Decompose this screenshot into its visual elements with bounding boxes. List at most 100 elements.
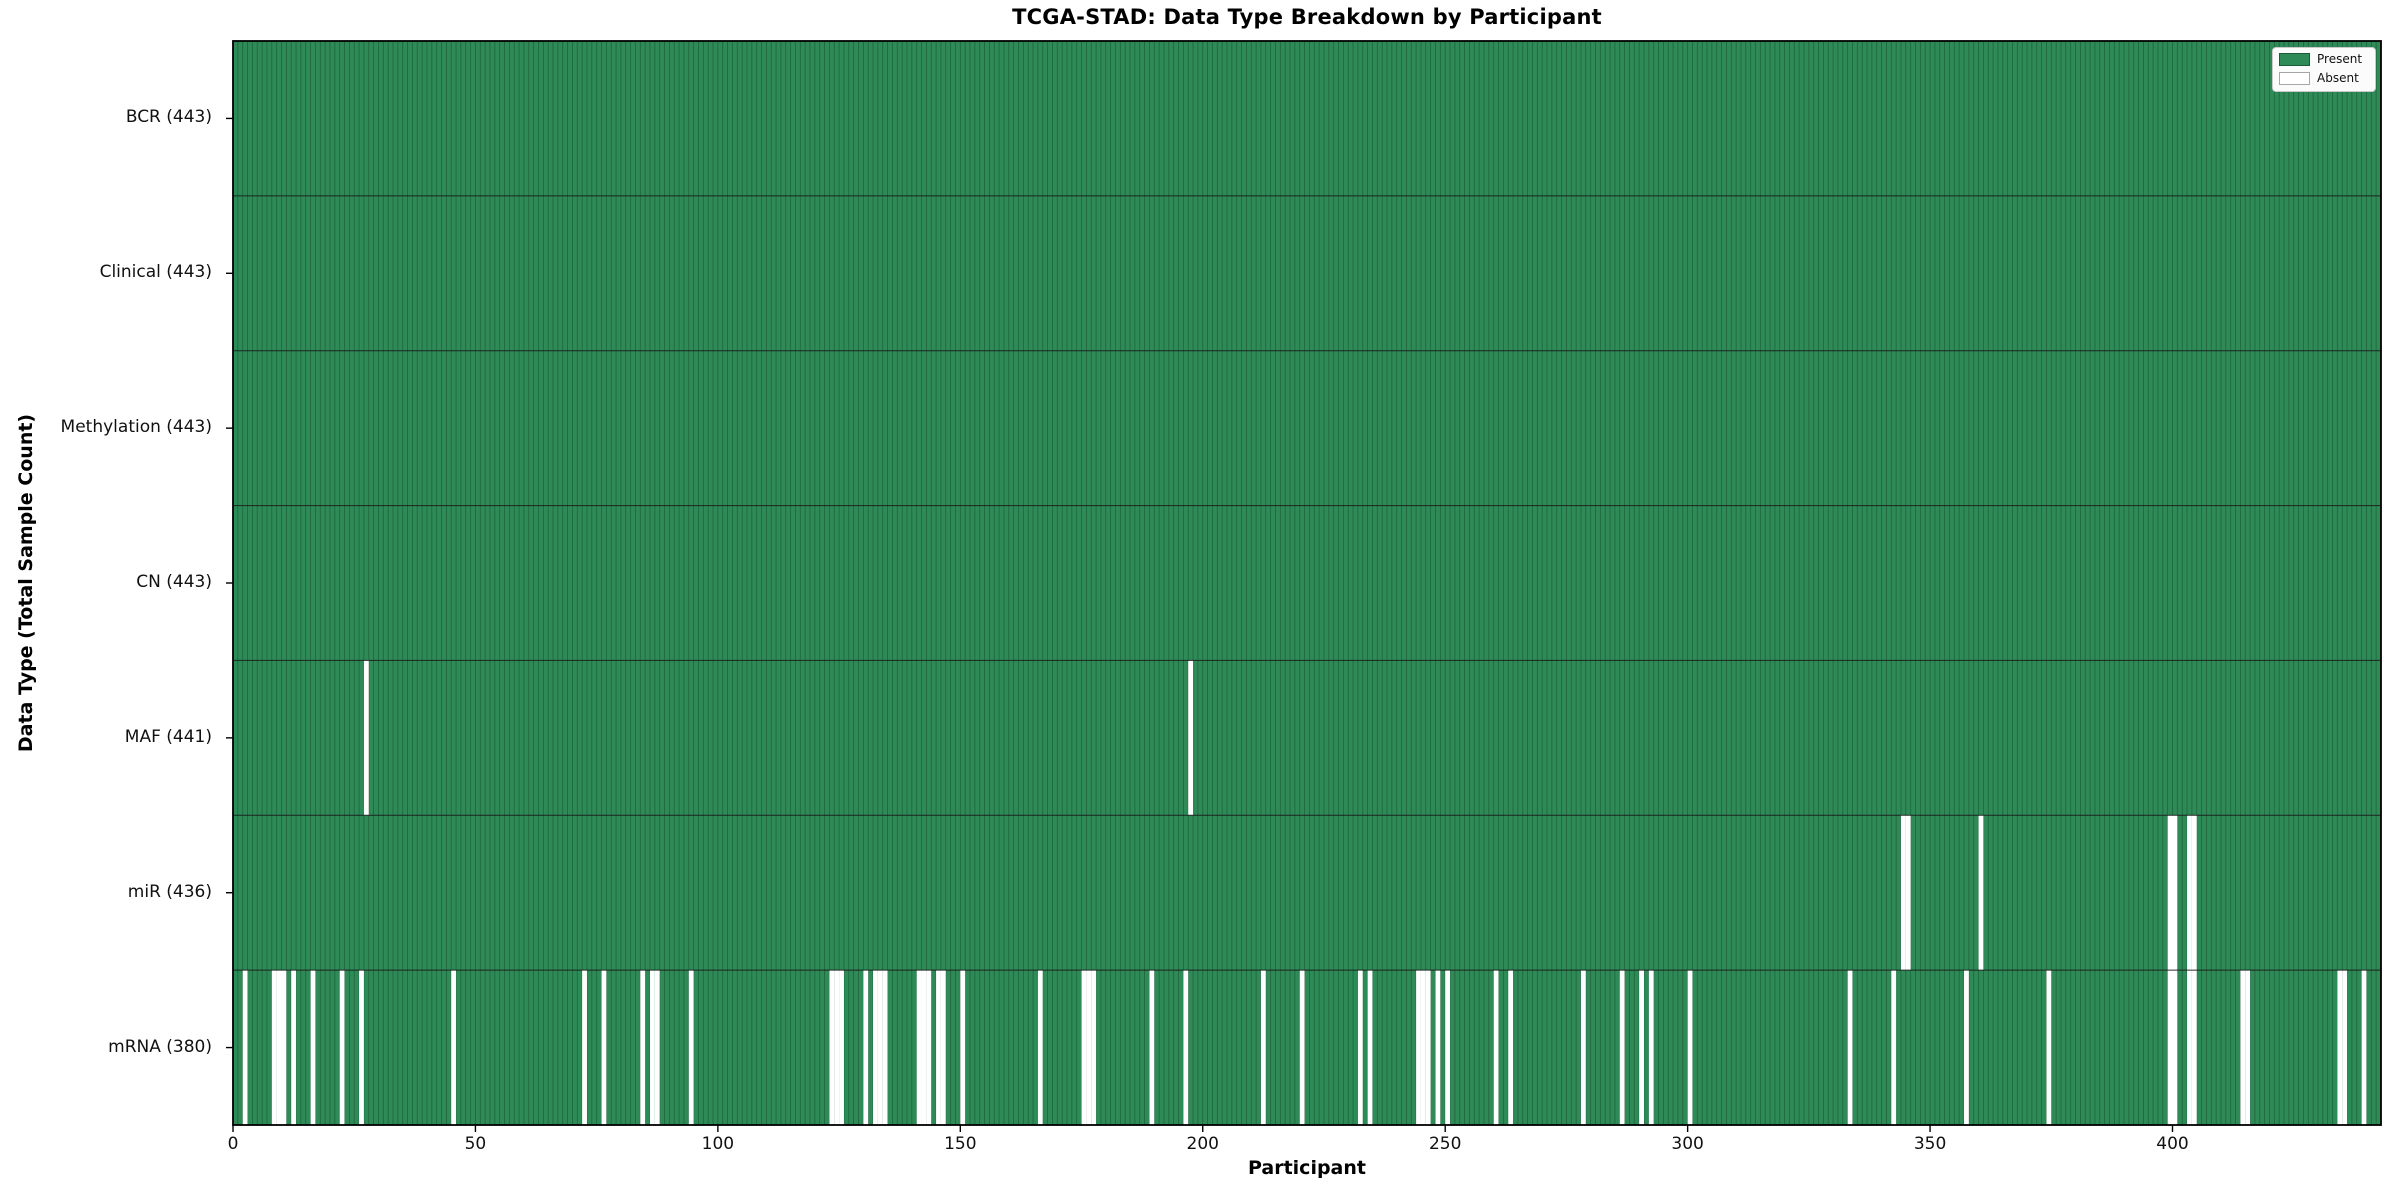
legend-entry-present: Present <box>2279 53 2367 66</box>
legend-entry-absent: Absent <box>2279 72 2367 85</box>
y-tick-label: Clinical (443) <box>99 262 212 283</box>
present-field <box>233 41 2381 1125</box>
absent-bar <box>2240 970 2246 1125</box>
absent-bar <box>1580 970 1586 1125</box>
x-tick-label: 250 <box>1428 1134 1462 1154</box>
absent-bar <box>582 970 587 1125</box>
absent-bar <box>1493 970 1499 1125</box>
absent-bar <box>271 970 277 1125</box>
absent-bar <box>882 970 888 1125</box>
absent-bar <box>363 660 369 816</box>
absent-bar <box>873 970 878 1125</box>
absent-bar <box>310 970 316 1125</box>
y-tick-label: miR (436) <box>127 881 212 902</box>
absent-bar <box>1648 970 1654 1125</box>
absent-bar <box>2191 970 2197 1125</box>
absent-bar <box>2337 970 2343 1125</box>
legend-label-present: Present <box>2317 52 2363 66</box>
absent-bar <box>1357 970 1363 1125</box>
absent-bar <box>1416 970 1421 1125</box>
absent-bar <box>359 970 364 1125</box>
absent-bar <box>1847 970 1853 1125</box>
absent-bar <box>649 970 655 1125</box>
absent-bar <box>834 970 840 1125</box>
y-tick-label: Methylation (443) <box>60 417 212 438</box>
absent-bar <box>1619 970 1625 1125</box>
chart-title: TCGA-STAD: Data Type Breakdown by Partic… <box>1012 5 1602 29</box>
x-tick-label: 200 <box>1186 1134 1219 1154</box>
absent-bar <box>276 970 282 1125</box>
absent-bar <box>1900 815 1906 971</box>
absent-bar <box>1091 970 1097 1125</box>
absent-bar <box>936 970 941 1125</box>
absent-bar <box>926 970 932 1125</box>
x-tick-label: 350 <box>1913 1134 1947 1154</box>
absent-bar <box>1687 970 1693 1125</box>
absent-bar <box>654 970 660 1125</box>
absent-bar <box>877 970 883 1125</box>
absent-bar <box>2342 970 2348 1125</box>
x-tick-label: 300 <box>1671 1134 1704 1154</box>
absent-bar <box>1149 970 1155 1125</box>
absent-bar <box>2187 970 2192 1125</box>
absent-bar <box>2172 815 2178 971</box>
absent-bar <box>2172 970 2178 1125</box>
absent-swatch <box>2279 72 2310 85</box>
absent-bar <box>921 970 927 1125</box>
absent-bar <box>863 970 869 1125</box>
x-tick-label: 150 <box>944 1134 977 1154</box>
absent-bar <box>640 970 646 1125</box>
absent-bar <box>1260 970 1266 1125</box>
absent-bar <box>829 970 835 1125</box>
absent-bar <box>1299 970 1305 1125</box>
absent-bar <box>1964 970 1969 1125</box>
absent-bar <box>2167 815 2173 971</box>
absent-bar <box>291 970 297 1125</box>
y-tick-label: MAF (441) <box>124 726 212 747</box>
x-tick-label: 400 <box>2156 1134 2189 1154</box>
absent-bar <box>2187 815 2192 971</box>
absent-bar <box>2191 815 2197 971</box>
absent-bar <box>1037 970 1043 1125</box>
absent-bar <box>2046 970 2052 1125</box>
x-tick-labels: 0 50 100 150 200 250 300 350 400 <box>0 1134 2400 1158</box>
absent-bar <box>1435 970 1441 1125</box>
legend-label-absent: Absent <box>2317 71 2359 85</box>
y-tick-labels: BCR (443) Clinical (443) Methylation (443)… <box>0 0 222 1200</box>
absent-bar <box>960 970 966 1125</box>
legend: Present Absent <box>2272 47 2376 92</box>
absent-bar <box>1891 970 1897 1125</box>
absent-bar <box>451 970 457 1125</box>
plot-border <box>232 40 2382 1126</box>
absent-bar <box>1183 970 1189 1125</box>
absent-bar <box>242 970 248 1125</box>
present-swatch <box>2279 53 2310 66</box>
absent-bar <box>1367 970 1373 1125</box>
absent-bar <box>1425 970 1431 1125</box>
absent-bar <box>2361 970 2367 1125</box>
absent-bar <box>281 970 287 1125</box>
absent-bar <box>1081 970 1087 1125</box>
x-tick-label: 0 <box>227 1134 239 1154</box>
absent-bar <box>688 970 694 1125</box>
absent-bar <box>601 970 607 1125</box>
absent-bar <box>2245 970 2251 1125</box>
absent-bar <box>940 970 946 1125</box>
absent-bar <box>2167 970 2173 1125</box>
y-tick-label: CN (443) <box>136 572 212 592</box>
y-tick-label: BCR (443) <box>125 107 212 128</box>
absent-bar <box>839 970 844 1125</box>
absent-bar <box>1639 970 1644 1125</box>
absent-bar <box>1420 970 1426 1125</box>
absent-bar <box>1508 970 1514 1125</box>
absent-bar <box>1086 970 1092 1125</box>
y-tick-label: mRNA (380) <box>108 1036 212 1057</box>
x-axis-label: Participant <box>1247 1157 1366 1179</box>
absent-bar <box>1905 815 1911 971</box>
x-tick-label: 50 <box>464 1134 487 1154</box>
absent-bar <box>339 970 345 1125</box>
absent-bar <box>916 970 922 1125</box>
absent-bar <box>1978 815 1984 971</box>
